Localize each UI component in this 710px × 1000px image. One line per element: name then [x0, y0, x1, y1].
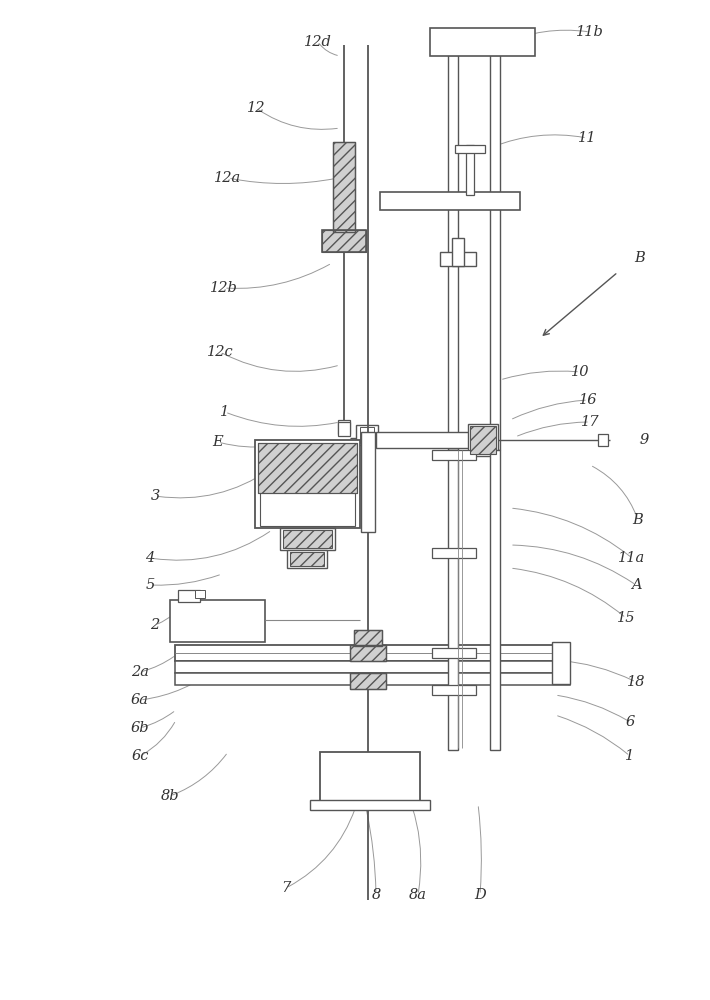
- Bar: [333, 142, 355, 232]
- Text: 3: 3: [151, 489, 160, 503]
- Bar: [338, 422, 350, 436]
- Bar: [432, 648, 476, 658]
- Bar: [380, 192, 520, 210]
- Text: 6a: 6a: [131, 693, 149, 707]
- Bar: [448, 55, 458, 450]
- Bar: [430, 28, 535, 56]
- Bar: [178, 590, 200, 602]
- Bar: [356, 425, 378, 445]
- Bar: [175, 661, 570, 673]
- Text: 8b: 8b: [160, 789, 180, 803]
- Text: 8: 8: [371, 888, 381, 902]
- Bar: [310, 800, 430, 810]
- Bar: [280, 528, 335, 550]
- Bar: [354, 630, 382, 646]
- Bar: [490, 55, 500, 450]
- Text: 17: 17: [581, 415, 599, 429]
- Bar: [170, 600, 265, 642]
- Text: D: D: [474, 888, 486, 902]
- Text: A: A: [630, 578, 641, 592]
- Bar: [320, 752, 420, 807]
- Bar: [350, 673, 386, 689]
- Text: 5: 5: [146, 578, 155, 592]
- Text: E: E: [213, 435, 224, 449]
- Bar: [350, 645, 386, 661]
- Bar: [275, 448, 340, 486]
- Bar: [360, 427, 374, 443]
- Text: 18: 18: [627, 675, 645, 689]
- Bar: [354, 630, 382, 646]
- Text: 2a: 2a: [131, 665, 149, 679]
- Bar: [468, 424, 498, 456]
- Bar: [175, 645, 570, 661]
- Text: 10: 10: [571, 365, 589, 379]
- Bar: [440, 252, 476, 266]
- Bar: [322, 230, 366, 252]
- Text: 7: 7: [281, 881, 290, 895]
- Text: 6: 6: [626, 715, 635, 729]
- Text: 12: 12: [247, 101, 266, 115]
- Bar: [432, 450, 476, 460]
- Text: 8a: 8a: [409, 888, 427, 902]
- Bar: [466, 145, 474, 195]
- Bar: [598, 434, 608, 446]
- Text: 15: 15: [617, 611, 635, 625]
- Bar: [432, 548, 476, 558]
- Bar: [470, 426, 496, 454]
- Text: B: B: [635, 251, 645, 265]
- Bar: [452, 238, 464, 266]
- Bar: [255, 440, 360, 528]
- Text: 12d: 12d: [304, 35, 332, 49]
- Bar: [350, 645, 386, 661]
- Text: 2: 2: [151, 618, 160, 632]
- Text: 6c: 6c: [131, 749, 149, 763]
- Bar: [195, 590, 205, 598]
- Bar: [287, 550, 327, 568]
- Text: 1: 1: [220, 405, 229, 419]
- Bar: [455, 145, 485, 153]
- Text: 12b: 12b: [210, 281, 238, 295]
- Bar: [322, 230, 366, 252]
- Bar: [333, 142, 355, 232]
- Bar: [448, 450, 458, 750]
- Bar: [258, 443, 357, 493]
- Text: 12a: 12a: [214, 171, 241, 185]
- Bar: [361, 432, 375, 532]
- Bar: [338, 420, 350, 434]
- Bar: [283, 530, 332, 548]
- Text: B: B: [633, 513, 643, 527]
- Text: 1: 1: [626, 749, 635, 763]
- Bar: [260, 492, 355, 526]
- Text: 6b: 6b: [131, 721, 149, 735]
- Text: 11: 11: [578, 131, 596, 145]
- Bar: [552, 642, 570, 684]
- Bar: [376, 432, 476, 448]
- Text: 11b: 11b: [576, 25, 604, 39]
- Bar: [490, 450, 500, 750]
- Bar: [290, 552, 324, 566]
- Text: 11a: 11a: [618, 551, 645, 565]
- Bar: [258, 443, 357, 493]
- Text: 9: 9: [640, 433, 649, 447]
- Bar: [175, 673, 570, 685]
- Bar: [350, 673, 386, 689]
- Text: 16: 16: [579, 393, 597, 407]
- Text: 4: 4: [146, 551, 155, 565]
- Text: 12c: 12c: [207, 345, 234, 359]
- Bar: [432, 685, 476, 695]
